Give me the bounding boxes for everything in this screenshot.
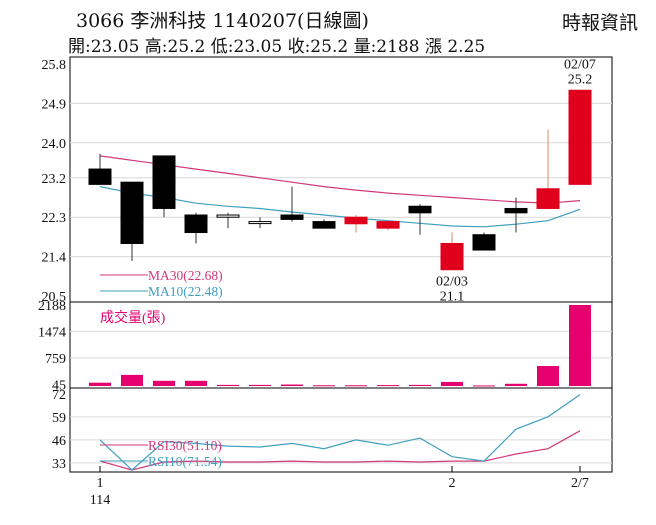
volume-bar: [249, 384, 271, 386]
ma10-line: [99, 186, 581, 228]
rsi30-legend-label: RSI30(51.10): [148, 438, 222, 453]
ma30-legend-label: MA30(22.68): [148, 268, 223, 283]
volume-bar: [89, 382, 111, 386]
y-tick-label: 59: [52, 411, 66, 426]
rsi10-legend-label: RSI10(71.54): [148, 454, 222, 469]
y-tick-label: 45: [52, 378, 66, 393]
volume-bar: [313, 385, 335, 387]
candle-body: [152, 155, 176, 209]
volume-bar: [377, 385, 399, 387]
x-tick-label: 2/7: [571, 476, 589, 491]
y-tick-label: 2188: [38, 299, 66, 314]
candle-body: [440, 242, 464, 271]
annotation-value: 21.1: [440, 290, 465, 305]
volume-bar: [569, 305, 591, 386]
candle-body: [344, 216, 368, 225]
price-stats: 開:23.05 高:25.2 低:23.05 收:25.2 量:2188 漲 2…: [68, 37, 486, 57]
volume-title: 成交量(張): [100, 309, 166, 326]
volume-bar: [153, 380, 175, 386]
x-axis-year: 114: [90, 493, 110, 508]
y-tick-label: 1474: [38, 325, 66, 340]
annotation-date: 02/03: [436, 275, 468, 290]
y-tick-label: 25.8: [42, 58, 67, 73]
candle-body: [504, 207, 528, 214]
volume-bar: [473, 385, 495, 387]
candle-body: [312, 221, 336, 229]
y-tick-label: 24.9: [42, 97, 67, 112]
annotation-date: 02/07: [564, 57, 596, 72]
chart-title: 3066 李洲科技 1140207(日線圖): [76, 10, 369, 32]
volume-bar: [217, 384, 239, 386]
volume-bar: [345, 385, 367, 387]
y-tick-label: 759: [45, 352, 66, 367]
panel-frame-rsi: [69, 387, 613, 473]
panel-frame-price: [69, 56, 613, 303]
candle-body: [120, 181, 144, 244]
y-tick-label: 20.5: [42, 290, 67, 305]
volume-bar: [537, 366, 559, 386]
y-tick-label: 24.0: [42, 137, 67, 152]
rsi10-line: [99, 394, 581, 471]
y-tick-label: 23.2: [42, 172, 67, 187]
candle-body: [376, 221, 400, 229]
y-tick-label: 21.4: [42, 251, 67, 266]
y-tick-label: 33: [52, 457, 66, 472]
candle-body: [88, 168, 112, 185]
volume-bar: [441, 381, 463, 386]
volume-bar: [121, 374, 143, 386]
y-tick-label: 46: [52, 434, 66, 449]
candle-body: [280, 214, 304, 220]
annotation-value: 25.2: [568, 72, 593, 87]
ma10-legend-label: MA10(22.48): [148, 284, 223, 299]
volume-bar: [185, 380, 207, 386]
candle-body: [408, 205, 432, 214]
ma30-line: [99, 155, 581, 204]
candle-body: [536, 188, 560, 209]
rsi30-line: [99, 430, 581, 471]
y-tick-label: 72: [52, 388, 66, 403]
x-tick-label: 1: [97, 476, 104, 491]
candle-body: [216, 214, 240, 218]
volume-bar: [409, 384, 431, 386]
candle-body: [472, 234, 496, 251]
x-tick-label: 2: [449, 476, 456, 491]
y-tick-label: 22.3: [42, 211, 67, 226]
candle-body: [184, 214, 208, 234]
source-logo: 時報資訊: [561, 12, 638, 34]
volume-bar: [281, 384, 303, 386]
candle-body: [568, 89, 592, 185]
candle-body: [248, 221, 272, 225]
volume-bar: [505, 383, 527, 386]
